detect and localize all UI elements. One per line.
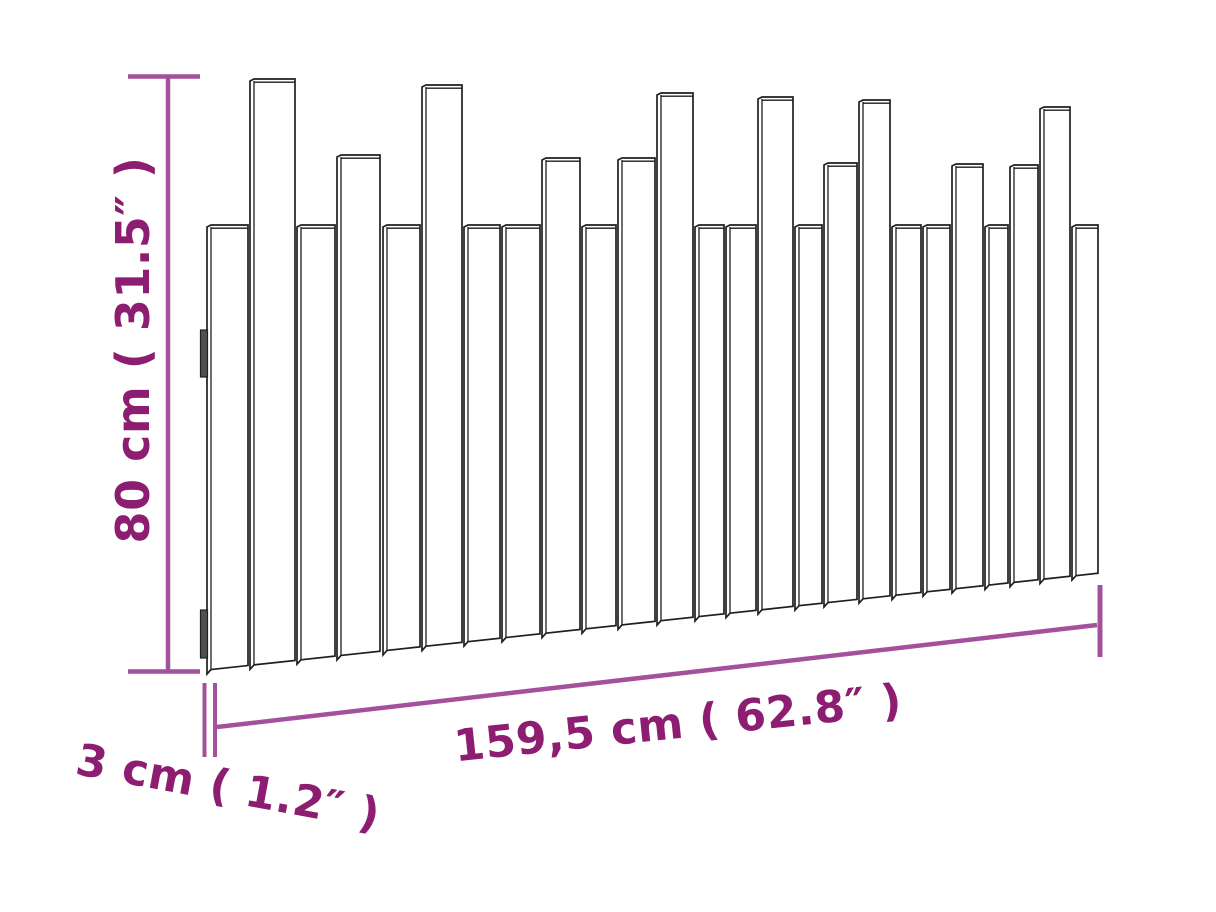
slat-face-edge (505, 227, 540, 638)
slat (794, 224, 823, 613)
slat-face-edge (545, 160, 580, 634)
slat (891, 224, 922, 602)
slat (1009, 164, 1039, 590)
slat (581, 224, 617, 636)
slat-face-edge (467, 227, 500, 642)
slat (694, 224, 725, 624)
width-dimension-line (216, 622, 1098, 730)
slat (922, 224, 951, 599)
slat-face-edge (585, 227, 616, 629)
slat-face-edge (988, 227, 1008, 586)
slat-face-edge (340, 157, 380, 656)
slat (757, 96, 794, 617)
slat (501, 224, 541, 645)
slat-face-edge (1013, 167, 1038, 583)
slat-face-edge (1075, 227, 1098, 576)
slat-face-edge (300, 227, 335, 660)
slat (421, 84, 463, 653)
slat (296, 224, 336, 667)
slat (249, 78, 296, 672)
slat (951, 163, 984, 596)
slat (725, 224, 757, 620)
slat-face-edge (621, 160, 655, 625)
slat (1071, 224, 1099, 583)
slat (336, 154, 381, 663)
slat-face-edge (862, 102, 890, 599)
slat (823, 162, 858, 610)
slat-face-edge (386, 227, 420, 651)
mount-bracket (199, 609, 209, 659)
slat (1039, 106, 1071, 586)
slat (206, 224, 249, 677)
slat-face-edge (660, 95, 693, 621)
slat-face-edge (253, 81, 295, 665)
slat-face-edge (761, 99, 793, 610)
slat (463, 224, 501, 649)
slat-face-edge (698, 227, 724, 617)
slat-face-edge (729, 227, 756, 614)
slat-face-edge (827, 165, 857, 603)
height-dimension-label: 80 cm ( 31.5″ ) (106, 156, 160, 544)
slat (617, 157, 656, 632)
slat (656, 92, 694, 628)
slat (382, 224, 421, 658)
mount-bracket (199, 329, 209, 378)
slat-face-edge (955, 166, 983, 589)
slat-face-edge (425, 87, 462, 647)
slat-face-edge (798, 227, 822, 606)
slat (541, 157, 581, 640)
slat-face-edge (895, 227, 921, 596)
slat-face-edge (1043, 109, 1070, 580)
slat (858, 99, 891, 606)
slat (984, 224, 1009, 592)
slat-face-edge (926, 227, 950, 592)
slat-face-edge (210, 227, 248, 670)
